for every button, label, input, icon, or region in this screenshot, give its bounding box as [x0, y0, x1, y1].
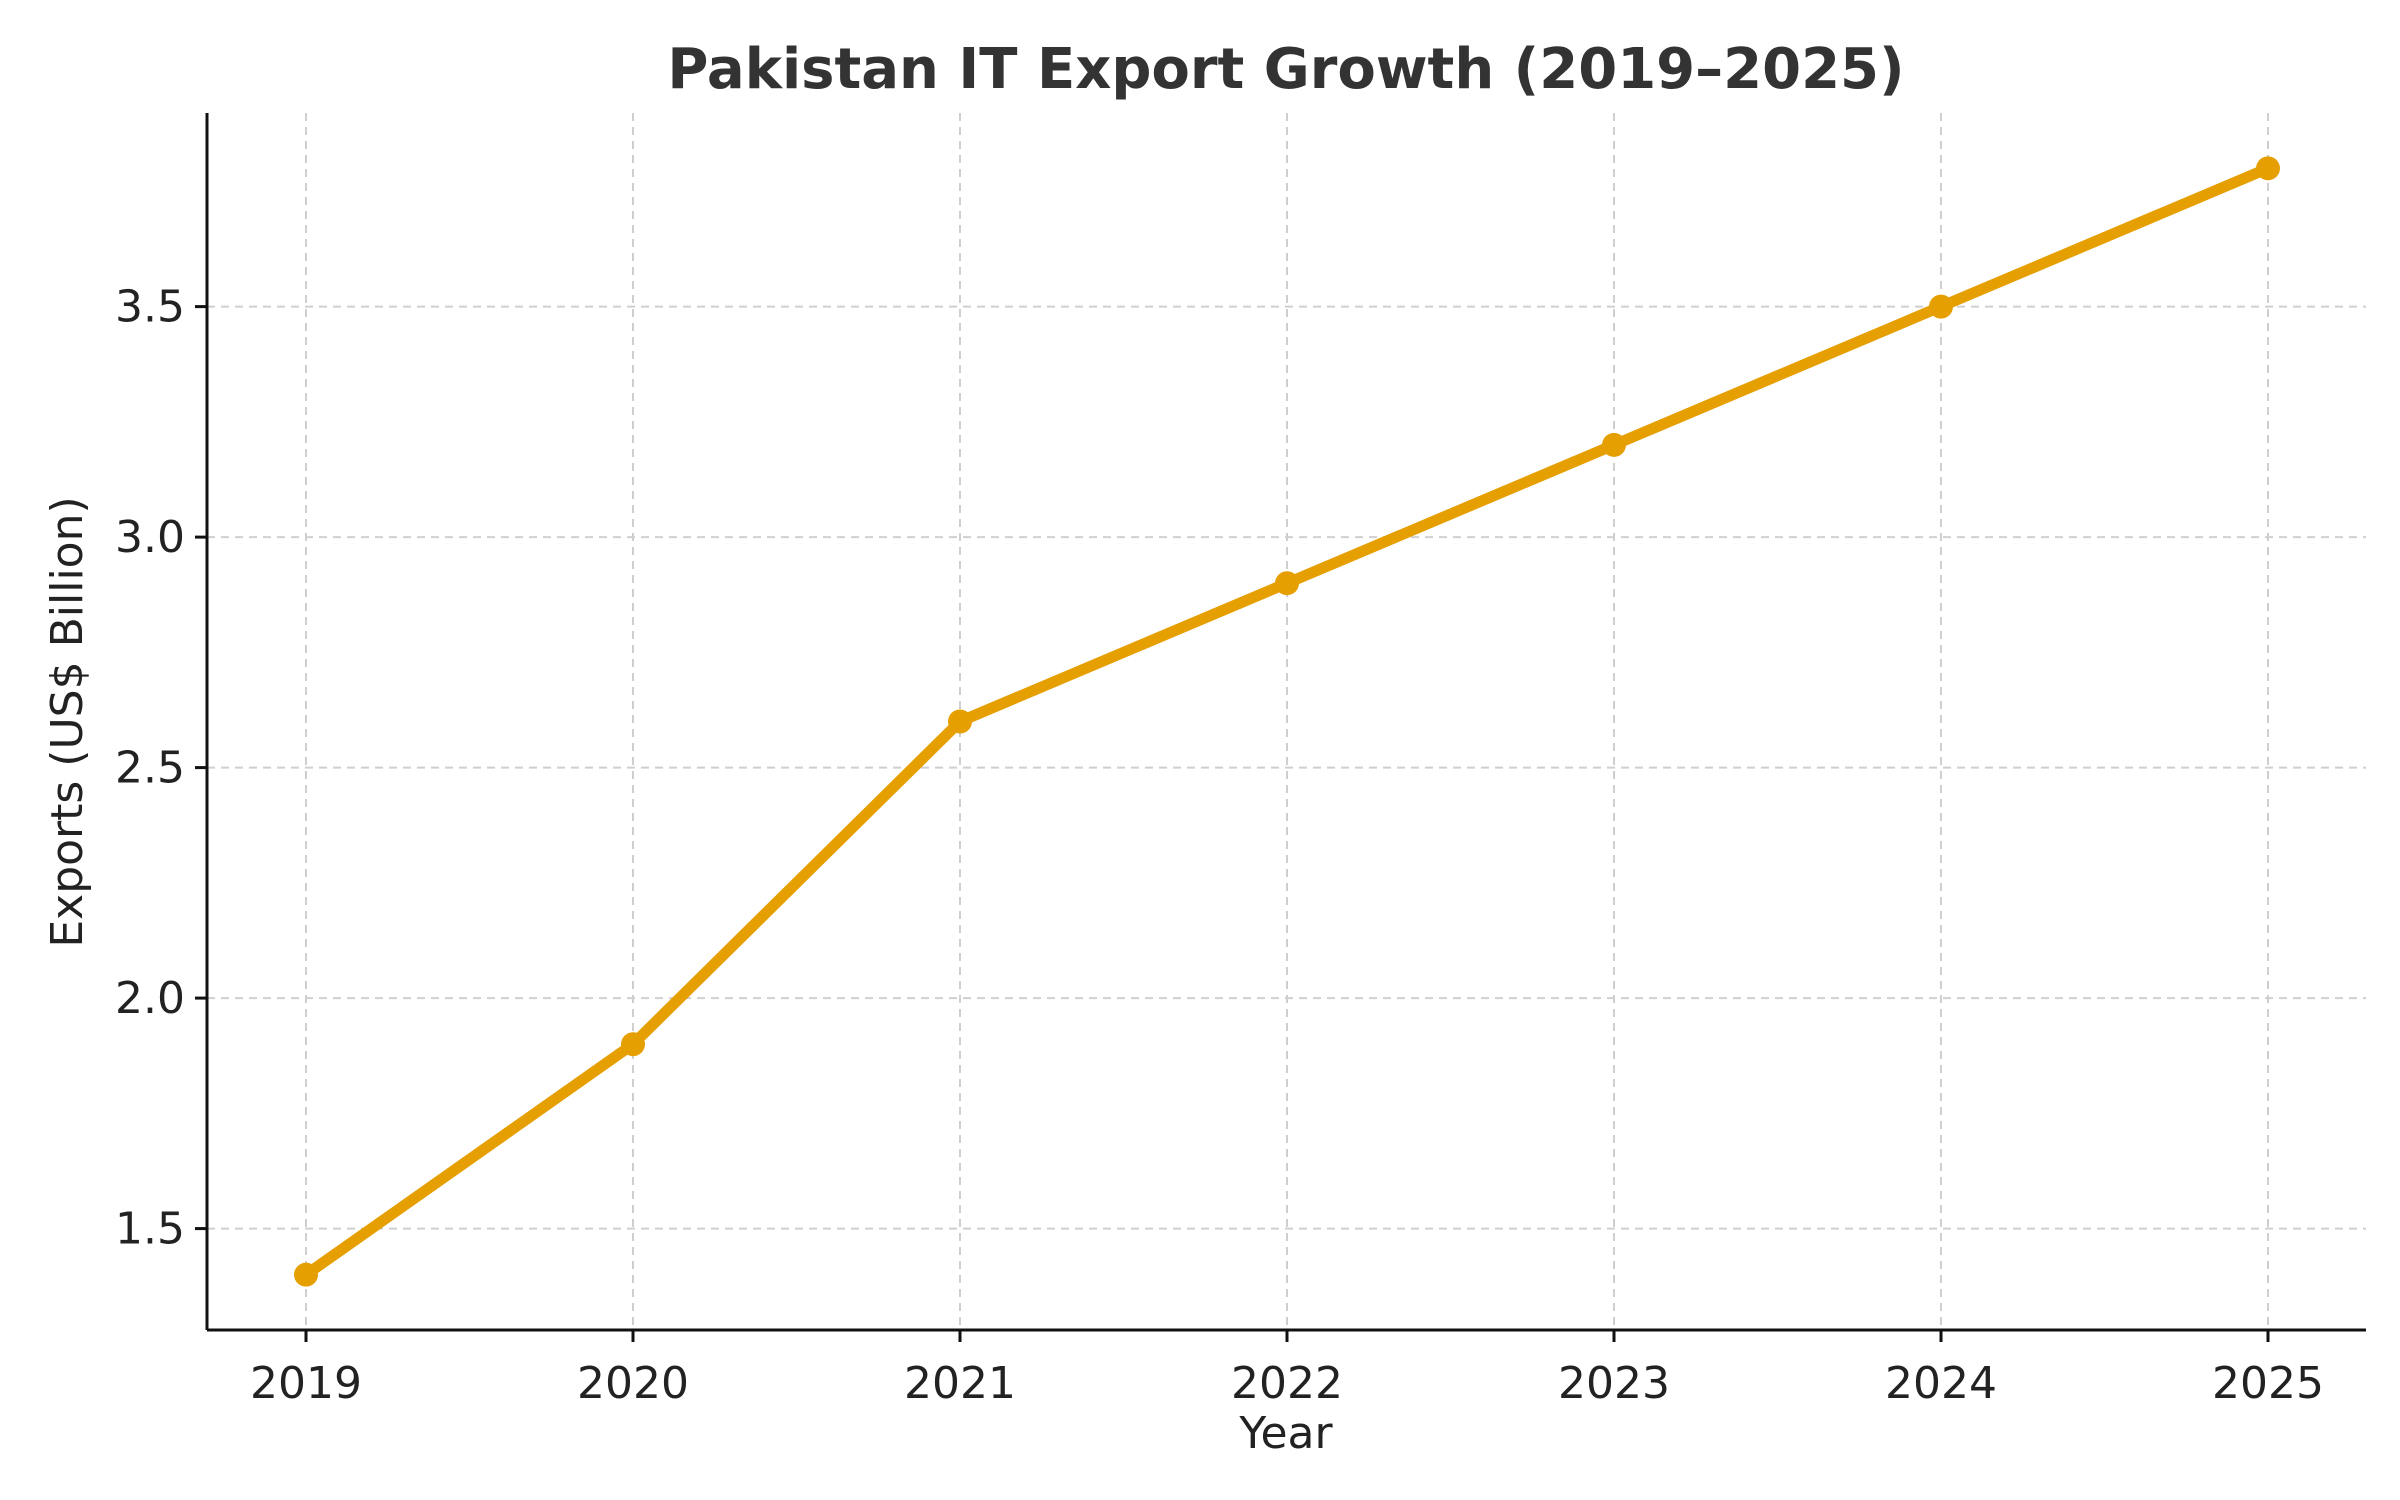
grid	[207, 113, 2366, 1330]
data-point	[294, 1262, 318, 1287]
x-tick-label: 2020	[577, 1358, 689, 1409]
ticks: 2019 2020 2021 2022 2023 2024 2025 1.5 2.0 2.5 3.0…	[115, 282, 2324, 1409]
x-tick-label: 2021	[904, 1358, 1016, 1409]
x-tick-label: 2023	[1558, 1358, 1670, 1409]
data-point	[621, 1032, 645, 1057]
y-axis-label: Exports (US$ Billion)	[42, 496, 93, 947]
chart-title: Pakistan IT Export Growth (2019–2025)	[667, 37, 1904, 102]
x-tick-label: 2025	[2212, 1358, 2324, 1409]
y-tick-label: 2.0	[115, 973, 185, 1024]
x-tick-label: 2019	[250, 1358, 362, 1409]
y-tick-label: 1.5	[115, 1204, 185, 1255]
data-point	[948, 709, 972, 734]
y-tick-label: 3.0	[115, 512, 185, 563]
data-point	[1929, 294, 1953, 319]
x-tick-label: 2024	[1885, 1358, 1997, 1409]
y-tick-label: 3.5	[115, 282, 185, 333]
data-point	[1602, 432, 1626, 457]
series	[294, 156, 2280, 1287]
x-axis-label: Year	[1238, 1408, 1333, 1459]
data-point	[2256, 156, 2280, 181]
y-tick-label: 2.5	[115, 743, 185, 794]
data-point	[1275, 571, 1299, 596]
x-tick-label: 2022	[1231, 1358, 1343, 1409]
